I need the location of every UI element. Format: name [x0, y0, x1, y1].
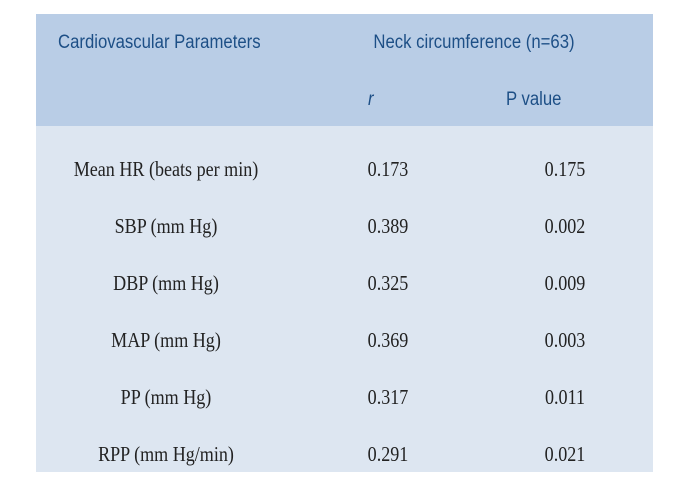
row-r-value: 0.325 [367, 271, 409, 295]
row-label: PP (mm Hg) [120, 385, 212, 409]
row-label: Mean HR (beats per min) [73, 157, 259, 181]
row-r-value: 0.173 [367, 157, 409, 181]
table-row: PP (mm Hg) 0.317 0.011 [36, 369, 653, 426]
row-p-value: 0.021 [544, 442, 586, 466]
correlation-table: Cardiovascular Parameters Neck circumfer… [36, 14, 653, 472]
header-cardiovascular-parameters: Cardiovascular Parameters [58, 32, 261, 53]
table-row: RPP (mm Hg/min) 0.291 0.021 [36, 426, 653, 483]
row-p-value: 0.175 [544, 157, 586, 181]
row-label: RPP (mm Hg/min) [98, 442, 234, 466]
row-label: DBP (mm Hg) [113, 271, 219, 295]
row-r-value: 0.317 [367, 385, 409, 409]
row-r-value: 0.291 [367, 442, 409, 466]
table-row: DBP (mm Hg) 0.325 0.009 [36, 255, 653, 312]
row-p-value: 0.009 [544, 271, 586, 295]
row-label: MAP (mm Hg) [111, 328, 221, 352]
table-row: MAP (mm Hg) 0.369 0.003 [36, 312, 653, 369]
table-row: Mean HR (beats per min) 0.173 0.175 [36, 141, 653, 198]
row-label: SBP (mm Hg) [114, 214, 218, 238]
header-neck-circumference: Neck circumference (n=63) [373, 32, 575, 53]
table-header: Cardiovascular Parameters Neck circumfer… [36, 14, 653, 126]
row-p-value: 0.011 [545, 385, 585, 409]
row-p-value: 0.002 [544, 214, 586, 238]
header-p-value: P value [506, 89, 562, 110]
row-r-value: 0.369 [367, 328, 409, 352]
header-r: r [368, 89, 374, 110]
row-p-value: 0.003 [544, 328, 586, 352]
row-r-value: 0.389 [367, 214, 409, 238]
table-row: SBP (mm Hg) 0.389 0.002 [36, 198, 653, 255]
table-body: Mean HR (beats per min) 0.173 0.175 SBP … [36, 126, 653, 472]
